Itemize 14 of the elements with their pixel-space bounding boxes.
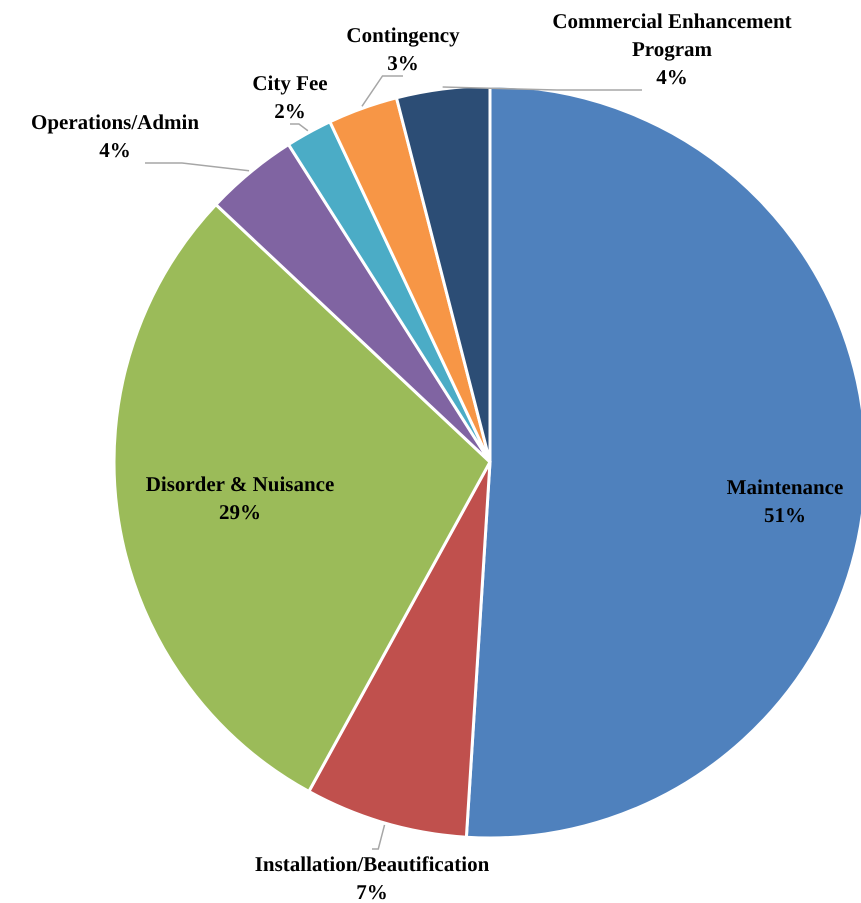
slice-label: Maintenance <box>726 475 844 499</box>
data-label: 2% <box>274 99 306 123</box>
slice-label: City Fee <box>252 71 328 95</box>
slice-label: Disorder & Nuisance <box>146 472 334 496</box>
slice-label: Installation/Beautification <box>254 852 490 876</box>
data-label: 51% <box>764 503 806 527</box>
slice-label: Operations/Admin <box>30 110 200 134</box>
data-label: 7% <box>356 880 388 903</box>
data-label: 29% <box>219 500 261 524</box>
data-label: 4% <box>656 65 688 89</box>
data-label: 3% <box>387 51 419 75</box>
data-label: 4% <box>99 138 131 162</box>
slice-label: Commercial Enhancement Program <box>552 9 792 61</box>
slice-label: Contingency <box>346 23 460 47</box>
